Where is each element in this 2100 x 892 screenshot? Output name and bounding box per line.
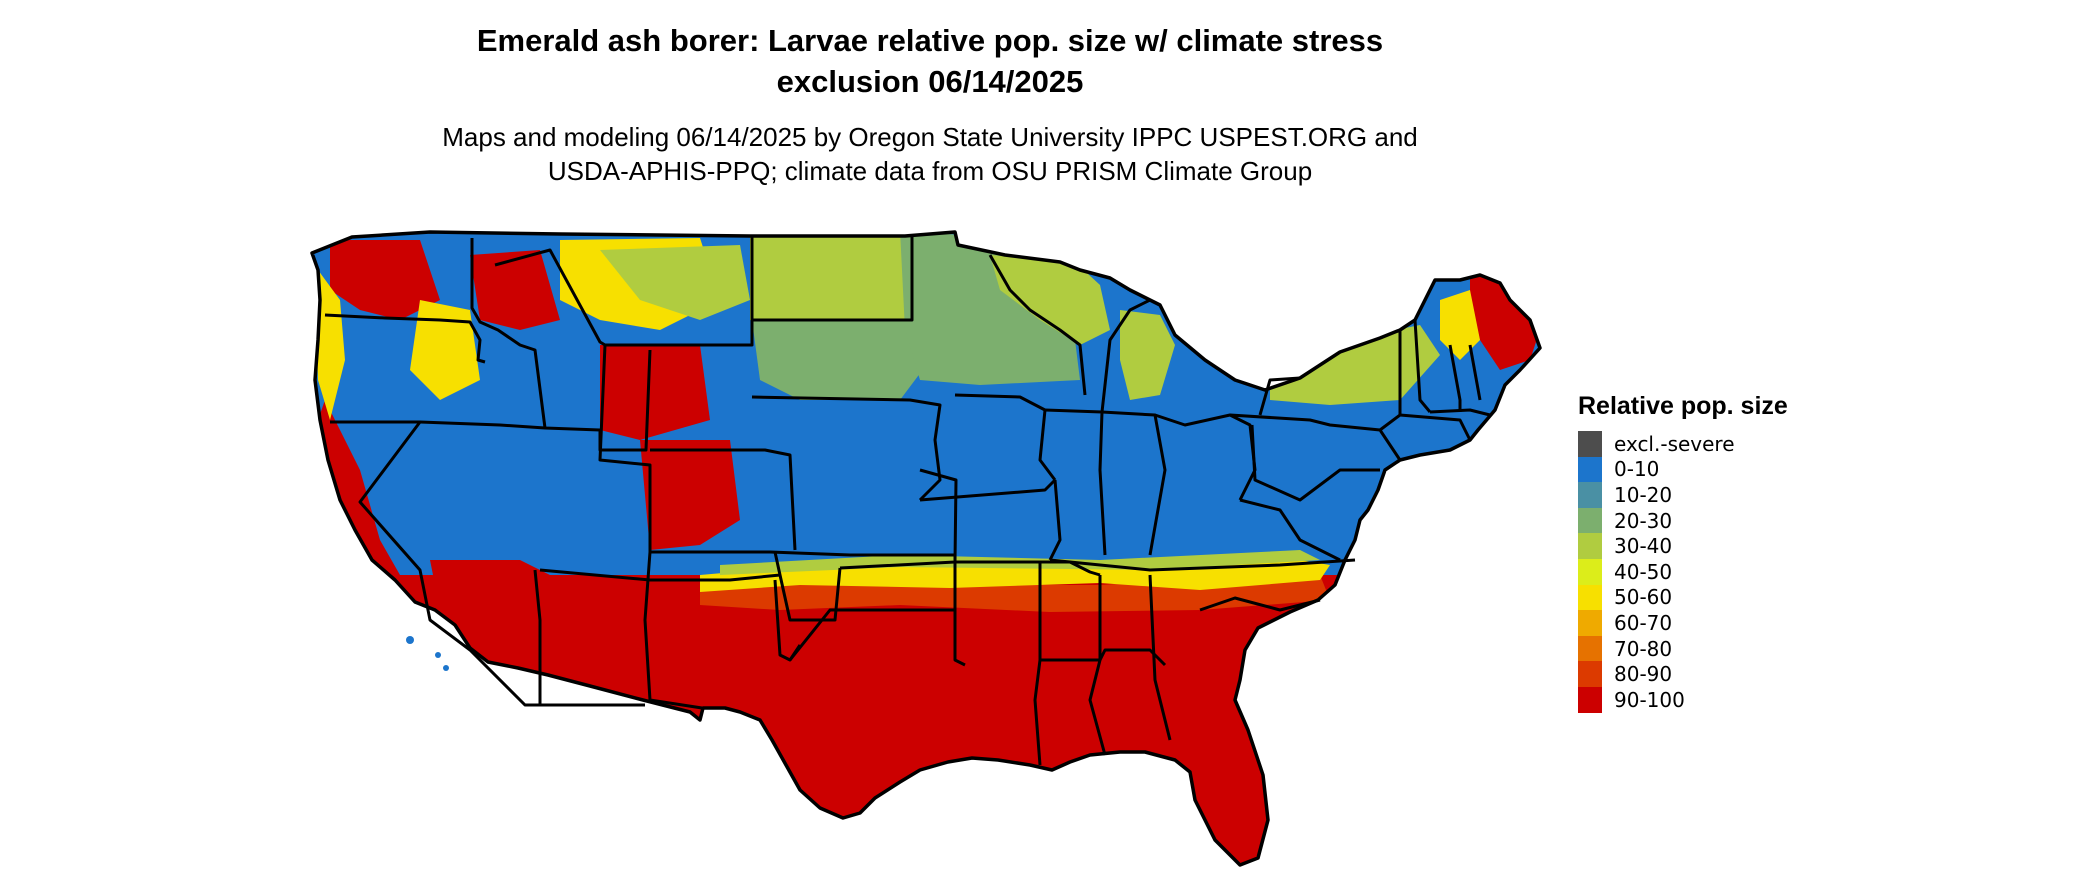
us-outline (310, 230, 1542, 867)
legend-label: 60-70 (1614, 610, 1673, 635)
zone-mountains-nw-1 (330, 240, 440, 320)
legend-item: 70-80 (1578, 635, 1788, 662)
map-title: Emerald ash borer: Larvae relative pop. … (330, 20, 1530, 102)
map-subtitle: Maps and modeling 06/14/2025 by Oregon S… (330, 120, 1530, 188)
zone-cal-coast (318, 400, 470, 655)
legend-item: 20-30 (1578, 507, 1788, 534)
zone-nw-coast-yellow (316, 270, 345, 420)
legend-item: 90-100 (1578, 686, 1788, 713)
legend-swatch (1578, 558, 1602, 585)
legend: Relative pop. size excl.-severe 0-10 10-20… (1578, 392, 1788, 713)
legend-item: 30-40 (1578, 533, 1788, 559)
island-fragments (406, 636, 449, 671)
legend-label: 30-40 (1614, 534, 1673, 559)
legend-label: excl.-severe (1614, 431, 1735, 456)
zone-mountains-nw-2 (470, 250, 560, 330)
legend-swatch (1578, 635, 1602, 662)
legend-item: 80-90 (1578, 661, 1788, 687)
legend-swatch (1578, 610, 1602, 636)
legend-label: 50-60 (1614, 585, 1673, 610)
legend-swatch (1578, 584, 1602, 611)
legend-item: 0-10 (1578, 456, 1788, 483)
legend-swatch (1578, 431, 1602, 457)
zone-northern-plains (750, 232, 930, 325)
title-line-2: exclusion 06/14/2025 (776, 64, 1084, 99)
legend-item: 60-70 (1578, 610, 1788, 636)
zone-dakota-green (752, 320, 930, 400)
legend-label: 90-100 (1614, 687, 1685, 712)
legend-item: excl.-severe (1578, 431, 1788, 457)
legend-label: 20-30 (1614, 508, 1673, 533)
title-line-1: Emerald ash borer: Larvae relative pop. … (476, 23, 1384, 58)
legend-title: Relative pop. size (1578, 392, 1788, 420)
legend-swatch (1578, 533, 1602, 559)
legend-label: 70-80 (1614, 636, 1673, 661)
subtitle-line-2: USDA-APHIS-PPQ; climate data from OSU PR… (547, 156, 1313, 186)
legend-swatch (1578, 482, 1602, 508)
legend-items: excl.-severe 0-10 10-20 20-30 30-40 40-50 50-6… (1578, 431, 1788, 713)
zone-mountains-co (640, 440, 740, 550)
legend-item: 40-50 (1578, 558, 1788, 585)
legend-swatch (1578, 686, 1602, 713)
zone-sw-desert (430, 560, 700, 708)
legend-label: 10-20 (1614, 482, 1673, 507)
zone-mountains-wy (600, 345, 710, 440)
legend-swatch (1578, 661, 1602, 687)
state-borders (324, 236, 1491, 766)
population-zones (312, 232, 1540, 865)
zone-idaho-yellow (410, 300, 480, 400)
zone-maine-red (1470, 275, 1540, 370)
zone-maine-yellow (1440, 290, 1480, 360)
legend-label: 80-90 (1614, 662, 1673, 687)
zone-michigan-up (990, 255, 1110, 345)
subtitle-line-1: Maps and modeling 06/14/2025 by Oregon S… (442, 122, 1418, 152)
legend-swatch (1578, 507, 1602, 534)
zone-michigan-lp (1120, 310, 1175, 400)
zone-green-mt (600, 245, 750, 320)
legend-label: 40-50 (1614, 559, 1673, 584)
legend-swatch (1578, 456, 1602, 483)
legend-item: 50-60 (1578, 584, 1788, 611)
legend-item: 10-20 (1578, 482, 1788, 508)
legend-label: 0-10 (1614, 457, 1660, 482)
